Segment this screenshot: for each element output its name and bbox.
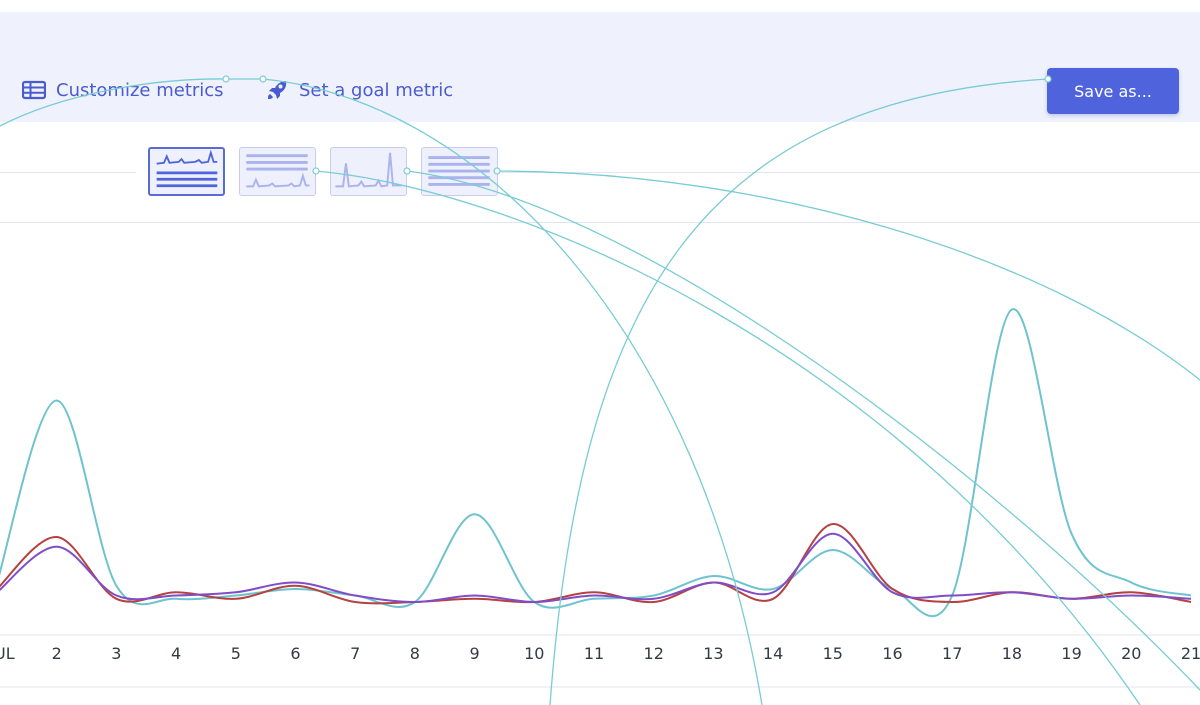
- x-tick-label: 16: [882, 644, 902, 663]
- line-chart: JUL 2 3 4 5 6 7 8 9 10 11 12 13 14 15 16 17 18 19 20 21: [0, 308, 1200, 688]
- chart-top-divider: [0, 222, 1200, 223]
- x-tick-label: 5: [231, 644, 241, 663]
- series-line-1: [0, 308, 1192, 618]
- viz-option-list-line[interactable]: [239, 147, 316, 196]
- series-layer: [0, 308, 1192, 618]
- set-goal-metric-label: Set a goal metric: [299, 79, 454, 101]
- x-tick-label: 14: [763, 644, 783, 663]
- x-tick-label: 19: [1061, 644, 1081, 663]
- x-tick-label: 2: [52, 644, 62, 663]
- x-tick-label: 12: [644, 644, 664, 663]
- table-icon: [22, 78, 46, 102]
- x-tick-label: 20: [1121, 644, 1141, 663]
- x-tick-label: 17: [942, 644, 962, 663]
- viz-option-sparkline[interactable]: [330, 147, 407, 196]
- visualization-picker: [148, 147, 498, 196]
- x-tick-label: 8: [410, 644, 420, 663]
- rocket-icon: [265, 78, 289, 102]
- customize-metrics-link[interactable]: Customize metrics: [22, 78, 224, 102]
- viz-option-line-list[interactable]: [148, 147, 225, 196]
- x-tick-label: 15: [823, 644, 843, 663]
- sparkline-icon: [335, 152, 402, 188]
- divider-right: [498, 172, 1200, 173]
- x-tick-label: 3: [111, 644, 121, 663]
- customize-metrics-label: Customize metrics: [56, 79, 224, 101]
- x-tick-label: 18: [1002, 644, 1022, 663]
- report-toolbar: Customize metrics Set a goal metric Save…: [0, 12, 1200, 122]
- line-list-icon: [156, 149, 218, 188]
- x-tick-label: 11: [584, 644, 604, 663]
- x-tick-label: JUL: [0, 644, 15, 663]
- x-tick-label: 13: [703, 644, 723, 663]
- save-as-button[interactable]: Save as...: [1047, 68, 1179, 114]
- x-tick-label: 4: [171, 644, 181, 663]
- x-tick-label: 7: [350, 644, 360, 663]
- set-goal-metric-link[interactable]: Set a goal metric: [265, 78, 453, 102]
- x-tick-label: 10: [524, 644, 544, 663]
- divider-left: [0, 172, 136, 173]
- list-line-icon: [246, 154, 310, 188]
- x-tick-label: 21: [1181, 644, 1200, 663]
- viz-option-list[interactable]: [421, 147, 498, 196]
- list-icon: [428, 156, 490, 186]
- x-tick-labels: JUL 2 3 4 5 6 7 8 9 10 11 12 13 14 15 16 17 18 19 20 21: [0, 644, 1200, 663]
- x-tick-label: 6: [290, 644, 300, 663]
- x-tick-label: 9: [470, 644, 480, 663]
